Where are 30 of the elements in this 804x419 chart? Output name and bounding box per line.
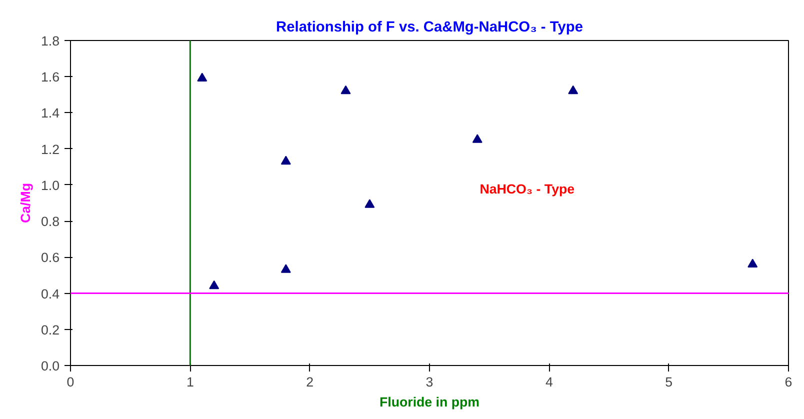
y-tick-label: 0.8 (40, 214, 60, 230)
y-tick-label: 1.6 (40, 70, 60, 85)
y-tick-label: 0.6 (40, 250, 60, 266)
y-tick-label: 1.4 (40, 106, 60, 121)
y-tick-label: 1.0 (40, 178, 60, 193)
point (280, 264, 291, 273)
x-tick-label: 1 (186, 374, 194, 390)
point (472, 134, 482, 143)
point (340, 85, 351, 94)
y-axis-title: Ca/Mg (18, 182, 33, 223)
point (748, 258, 758, 268)
y-tick-label: 0.4 (40, 286, 60, 302)
annotation: NaHCO₃ - Type (480, 182, 575, 196)
point (197, 72, 208, 82)
y-tick-label: 1.8 (40, 34, 60, 48)
chart-title: Relationship of F vs. Ca&Mg-NaHCO₃ - Type (276, 20, 583, 36)
point (364, 199, 375, 208)
y-tick-label: 1.2 (40, 142, 60, 157)
x-tick-label: 6 (784, 374, 792, 390)
x-tick-label: 2 (306, 374, 314, 390)
y-tick-label: 0.0 (40, 358, 60, 374)
point (209, 280, 220, 290)
point (568, 85, 578, 94)
x-tick-label: 5 (665, 374, 673, 390)
x-tick-label: 4 (545, 374, 554, 390)
y-tick-label: 0.2 (40, 322, 60, 338)
x-tick-label: 3 (426, 374, 434, 390)
point (280, 156, 291, 165)
x-tick-label: 0 (66, 374, 74, 390)
x-axis-title: Fluoride in ppm (380, 394, 480, 410)
